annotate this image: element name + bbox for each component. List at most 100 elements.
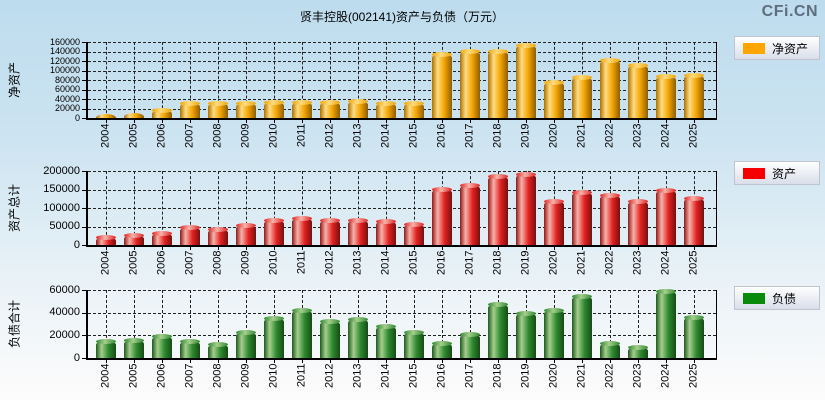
bar-total-assets-2008 [208,227,228,245]
v-gridline [162,290,163,358]
x-tick-mark [162,245,163,250]
x-tick-label-2009: 2009 [239,123,252,148]
h-gridline [88,80,716,81]
bar-total-liabilities-2024 [656,289,676,358]
x-tick-mark [638,118,639,123]
y-axis-line [86,171,88,247]
bar-top-cap [264,218,284,223]
x-tick-mark [274,358,275,363]
x-tick-mark [246,118,247,123]
x-tick-mark [442,245,443,250]
v-gridline [358,171,359,245]
bar-total-assets-2024 [656,188,676,245]
bar-total-assets-2014 [376,219,396,245]
x-tick-label-2018: 2018 [491,250,504,275]
x-tick-mark [358,245,359,250]
x-tick-mark [190,358,191,363]
y-tick-label: 0 [74,112,80,123]
bar-top-cap [348,317,368,322]
x-tick-label-2014: 2014 [379,363,392,388]
bar-top-cap [376,101,396,106]
bar-top-cap [600,193,620,198]
plot-right-border [716,171,717,245]
x-tick-mark [414,358,415,363]
v-gridline [134,42,135,118]
bar-total-liabilities-2016 [432,341,452,358]
x-tick-mark [386,245,387,250]
x-tick-mark [694,245,695,250]
x-tick-label-2007: 2007 [183,363,196,388]
bar-top-cap [264,100,284,105]
x-axis-line [86,245,717,247]
v-gridline [274,171,275,245]
bar-net-assets-2020 [544,80,564,118]
x-tick-mark [218,118,219,123]
bar-net-assets-2009 [236,101,256,118]
x-tick-mark [302,118,303,123]
x-tick-mark [582,118,583,123]
x-tick-mark [666,245,667,250]
bar-net-assets-2012 [320,100,340,118]
h-gridline [88,51,716,53]
x-tick-label-2004: 2004 [99,123,112,148]
x-tick-mark [330,118,331,123]
y-tick-label: 100000 [49,65,80,75]
y-tick-mark [82,335,88,337]
bar-net-assets-2023 [628,63,648,118]
legend-total-liabilities: 负债 [734,286,820,310]
bar-total-assets-2005 [124,233,144,245]
legend-total-assets: 资产 [734,161,820,185]
bar-top-cap [236,223,256,228]
x-tick-label-2025: 2025 [687,250,700,275]
x-tick-label-2006: 2006 [155,363,168,388]
x-tick-mark [582,358,583,363]
x-tick-label-2022: 2022 [603,363,616,388]
bar-total-liabilities-2018 [488,302,508,358]
y-tick-label: 200000 [43,164,80,177]
x-tick-mark [526,118,527,123]
bar-total-assets-2020 [544,199,564,245]
bar-top-cap [684,196,704,201]
bar-top-cap [684,73,704,78]
h-gridline [88,226,716,228]
bar-top-cap [376,324,396,329]
bar-net-assets-2016 [432,52,452,118]
v-gridline [246,171,247,245]
x-tick-mark [106,358,107,363]
bar-total-assets-2006 [152,231,172,245]
y-tick-mark [82,42,88,43]
x-tick-label-2020: 2020 [547,123,560,148]
x-tick-label-2007: 2007 [183,123,196,148]
x-tick-label-2011: 2011 [295,123,308,148]
bar-net-assets-2010 [264,100,284,118]
x-tick-label-2019: 2019 [519,123,532,148]
bar-top-cap [96,235,116,240]
bar-top-cap [124,338,144,343]
bar-top-cap [348,218,368,223]
v-gridline [470,290,471,358]
x-tick-label-2015: 2015 [407,250,420,275]
x-tick-label-2006: 2006 [155,123,168,148]
y-tick-label: 40000 [54,93,80,104]
y-tick-mark [82,99,88,100]
x-tick-label-2018: 2018 [491,363,504,388]
bar-top-cap [180,225,200,230]
x-tick-mark [330,358,331,363]
bar-total-liabilities-2011 [292,308,312,358]
bar-top-cap [516,311,536,316]
v-gridline [414,171,415,245]
x-tick-label-2011: 2011 [295,363,308,388]
x-tick-label-2011: 2011 [295,250,308,275]
x-tick-label-2008: 2008 [211,123,224,148]
v-gridline [162,42,163,118]
y-tick-mark [82,290,88,291]
plot-area-total-assets [86,171,717,247]
bar-top-cap [208,227,228,232]
bar-total-assets-2004 [96,235,116,245]
x-tick-mark [694,358,695,363]
v-gridline [638,290,639,358]
legend-swatch-net-assets [743,42,765,54]
y-tick-label: 100000 [43,201,80,214]
bar-top-cap [376,219,396,224]
